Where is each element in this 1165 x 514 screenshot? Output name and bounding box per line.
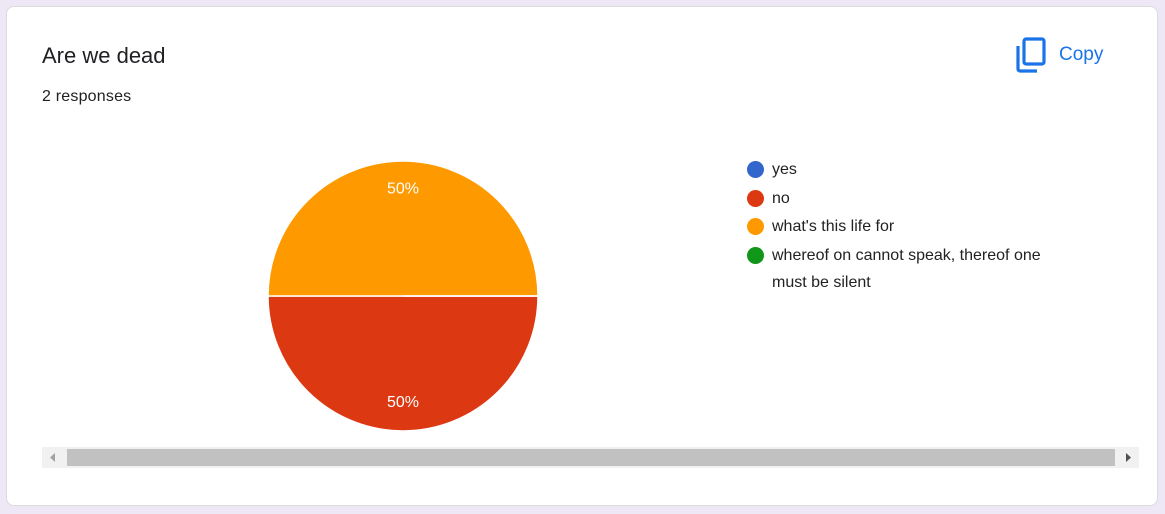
question-title: Are we dead xyxy=(42,43,166,68)
legend-label: no xyxy=(772,189,790,207)
copy-button[interactable]: Copy xyxy=(1015,35,1103,75)
pie-slice xyxy=(267,160,539,297)
response-count: 2 responses xyxy=(42,88,132,105)
scroll-right[interactable] xyxy=(1119,447,1139,468)
legend-label: what's this life for xyxy=(772,218,895,236)
copy-icon xyxy=(1016,37,1046,73)
scroll-left[interactable] xyxy=(42,447,62,468)
horizontal-scrollbar[interactable] xyxy=(42,447,1139,468)
legend-swatch xyxy=(747,161,764,178)
legend-entry: what's this life for xyxy=(747,213,1067,240)
response-card: Are we dead 2 responses Copy 50% 50% yes n… xyxy=(6,6,1158,506)
pie-chart: 50% 50% xyxy=(267,160,539,432)
legend-entry: no xyxy=(747,185,1067,212)
scroll-thumb[interactable] xyxy=(67,449,1115,466)
legend-entry: yes xyxy=(747,156,1067,183)
legend-swatch xyxy=(747,189,764,207)
legend-swatch xyxy=(747,247,764,265)
slice-label: 50% xyxy=(387,181,419,198)
legend-label: yes xyxy=(772,161,797,178)
pie-slice xyxy=(267,295,539,432)
legend-label: whereof on cannot speak, thereof one mus… xyxy=(772,247,1041,292)
slice-label: 50% xyxy=(387,394,419,411)
legend-swatch xyxy=(747,218,764,236)
legend-entry: whereof on cannot speak, thereof one mus… xyxy=(747,242,1067,296)
copy-label: Copy xyxy=(1059,44,1104,65)
